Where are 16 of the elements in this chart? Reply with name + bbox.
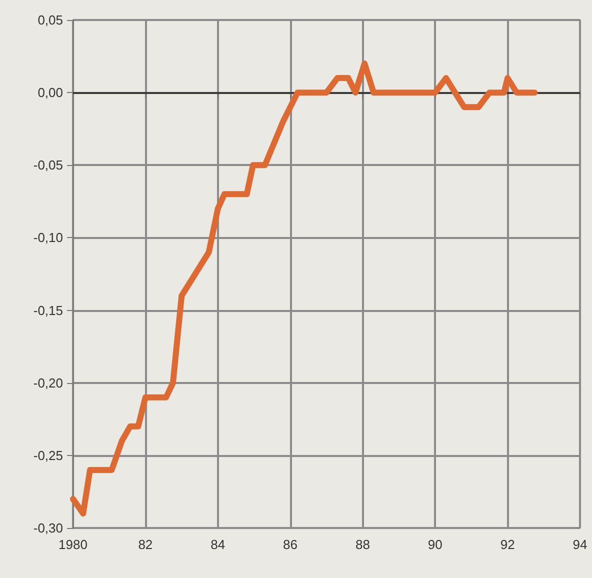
y-tick-label: 0,00 (38, 85, 63, 100)
x-tick-label: 84 (210, 537, 226, 552)
x-tick-label: 88 (355, 537, 370, 552)
x-tick-label: 1980 (58, 537, 88, 552)
x-tick-label: 82 (138, 537, 153, 552)
y-tick-label: -0,30 (33, 520, 63, 536)
y-tick-label: -0,25 (33, 448, 63, 463)
y-tick-label: -0,10 (33, 230, 63, 246)
x-tick-label: 90 (428, 537, 442, 552)
x-tick-label: 92 (500, 537, 515, 552)
y-tick-label: -0,15 (33, 302, 63, 318)
y-tick-label: -0,20 (33, 375, 63, 390)
x-tick-label: 86 (283, 537, 298, 552)
y-tick-label: -0,05 (33, 158, 63, 173)
y-tick-label: 0,05 (38, 12, 63, 28)
x-tick-label: 94 (572, 537, 588, 552)
